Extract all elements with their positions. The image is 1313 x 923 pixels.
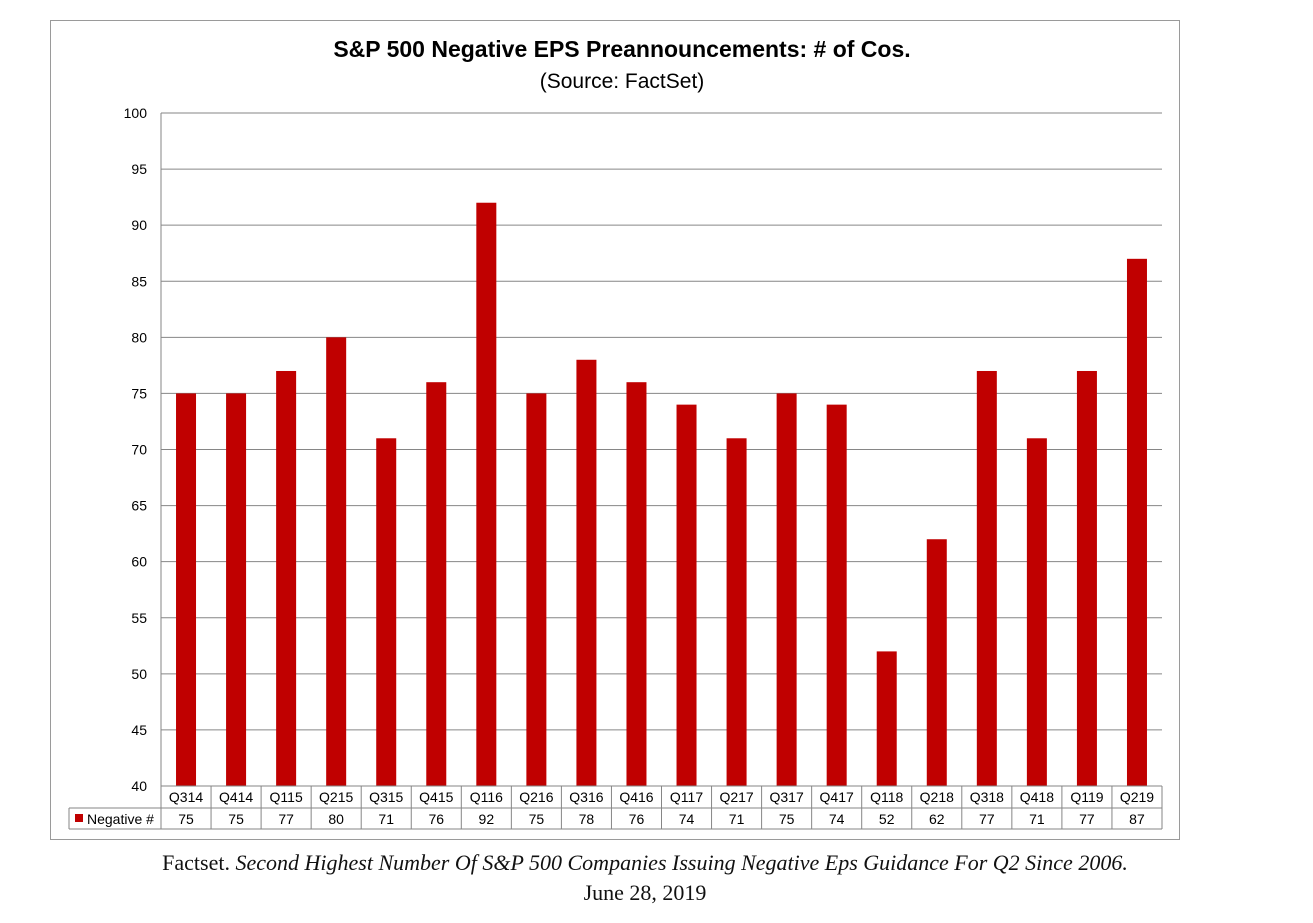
bar — [1026, 438, 1047, 786]
x-tick-label: Q115 — [270, 789, 303, 805]
data-label: 76 — [629, 811, 645, 827]
chart-frame: S&P 500 Negative EPS Preannouncements: #… — [50, 20, 1180, 840]
data-label: 74 — [679, 811, 695, 827]
y-tick-label: 90 — [131, 217, 147, 233]
x-tick-label: Q217 — [719, 789, 753, 805]
bar — [776, 393, 797, 786]
legend-swatch — [75, 814, 83, 822]
x-tick-label: Q415 — [419, 789, 453, 805]
bar — [526, 393, 547, 786]
bar-chart: S&P 500 Negative EPS Preannouncements: #… — [68, 36, 1163, 830]
x-tick-label: Q317 — [770, 789, 804, 805]
y-tick-label: 85 — [131, 273, 147, 289]
bar — [276, 370, 297, 786]
bar — [1076, 370, 1097, 786]
bar — [726, 438, 747, 786]
bar — [476, 202, 497, 786]
data-label: 62 — [929, 811, 945, 827]
x-tick-label: Q216 — [519, 789, 553, 805]
data-label: 77 — [979, 811, 995, 827]
data-label: 75 — [228, 811, 244, 827]
x-tick-label: Q318 — [970, 789, 1004, 805]
data-label: 80 — [328, 811, 344, 827]
y-tick-label: 65 — [131, 498, 147, 514]
bar — [926, 539, 947, 786]
x-tick-label: Q416 — [619, 789, 653, 805]
x-tick-label: Q215 — [319, 789, 353, 805]
x-tick-label: Q118 — [870, 789, 903, 805]
data-label: 75 — [529, 811, 545, 827]
chart-title: S&P 500 Negative EPS Preannouncements: #… — [333, 36, 910, 62]
x-tick-label: Q218 — [920, 789, 954, 805]
bar — [376, 438, 397, 786]
caption-title: Second Highest Number Of S&P 500 Compani… — [235, 850, 1128, 875]
caption-source: Factset. — [162, 850, 230, 875]
bar — [976, 370, 997, 786]
x-tick-label: Q314 — [169, 789, 203, 805]
bar — [326, 337, 347, 786]
x-tick-label: Q418 — [1020, 789, 1054, 805]
data-label: 77 — [278, 811, 294, 827]
y-axis-tick-labels: 40 45 50 55 60 65 70 75 80 85 90 95 100 — [124, 105, 148, 794]
x-tick-label: Q219 — [1120, 789, 1154, 805]
data-label: 75 — [779, 811, 795, 827]
bar — [826, 404, 847, 786]
x-tick-label: Q117 — [670, 789, 703, 805]
y-tick-label: 95 — [131, 161, 147, 177]
chart-subtitle: (Source: FactSet) — [540, 70, 705, 93]
bar — [576, 359, 597, 786]
bar — [226, 393, 247, 786]
x-tick-label: Q316 — [569, 789, 603, 805]
bar — [1126, 258, 1147, 786]
data-label: 71 — [378, 811, 394, 827]
bar — [676, 404, 697, 786]
data-label: 71 — [1029, 811, 1045, 827]
y-tick-label: 50 — [131, 666, 147, 682]
bar — [626, 382, 647, 786]
x-tick-label: Q414 — [219, 789, 253, 805]
gridlines — [160, 112, 1162, 787]
x-tick-label: Q116 — [470, 789, 503, 805]
y-tick-label: 40 — [131, 778, 147, 794]
y-tick-label: 55 — [131, 610, 147, 626]
caption: Factset. Second Highest Number Of S&P 50… — [0, 848, 1290, 908]
y-tick-label: 45 — [131, 722, 147, 738]
data-label: 74 — [829, 811, 845, 827]
data-label: 75 — [178, 811, 194, 827]
data-label: 76 — [428, 811, 444, 827]
data-label: 71 — [729, 811, 745, 827]
bar — [876, 651, 897, 786]
bars — [176, 202, 1147, 786]
y-tick-label: 70 — [131, 442, 147, 458]
bar — [176, 393, 197, 786]
x-tick-label: Q119 — [1070, 789, 1103, 805]
x-tick-label: Q417 — [820, 789, 854, 805]
y-tick-label: 100 — [124, 105, 148, 121]
y-tick-label: 75 — [131, 385, 147, 401]
data-label: 78 — [579, 811, 595, 827]
data-label: 87 — [1129, 811, 1145, 827]
data-table: Q314 75 Q414 75 Q115 77 Q215 80 Q315 71 Q415 76 Q116… — [68, 785, 1163, 830]
y-tick-label: 60 — [131, 554, 147, 570]
data-label: 77 — [1079, 811, 1095, 827]
data-label: 52 — [879, 811, 895, 827]
y-tick-label: 80 — [131, 329, 147, 345]
bar — [426, 382, 447, 786]
legend-label: Negative # — [87, 811, 154, 827]
x-tick-label: Q315 — [369, 789, 403, 805]
data-label: 92 — [479, 811, 495, 827]
caption-date: June 28, 2019 — [583, 880, 707, 905]
